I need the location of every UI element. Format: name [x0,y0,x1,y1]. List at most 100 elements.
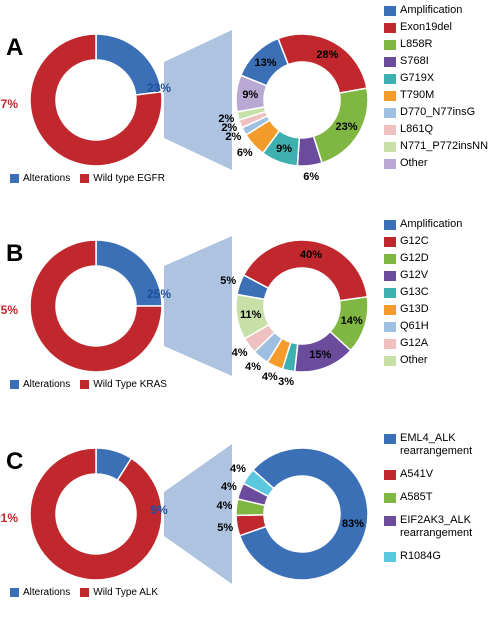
swatch-icon [384,254,396,264]
swatch-icon [384,552,396,562]
legend-text: R1084G [400,550,441,563]
swatch-icon [384,23,396,33]
legend-text: EIF2AK3_ALK rearrangement [400,514,472,540]
swatch-icon [384,108,396,118]
swatch-icon [384,305,396,315]
swatch-icon [384,339,396,349]
legend-B-item-1: G12C [384,235,462,248]
swatch-icon [384,356,396,366]
legend-text: Alterations [23,172,70,185]
swatch-icon [384,434,396,444]
right-donut-B-label-7: 4% [232,347,248,359]
legend-C-item-3: EIF2AK3_ALK rearrangement [384,514,472,540]
legend-text: G13D [400,303,429,316]
legend-text: Wild type EGFR [93,172,165,185]
mini-legend-C-item-1: Wild Type ALK [80,586,158,599]
figure-root: A23%77%AlterationsWild type EGFR13%28%23… [0,0,500,624]
right-donut-B-label-4: 3% [278,376,294,388]
left-donut-C-label-0: 9% [150,503,167,517]
swatch-icon [80,380,89,389]
swatch-icon [10,380,19,389]
legend-A-item-9: Other [384,157,488,170]
legend-C: EML4_ALK rearrangementA541VA585TEIF2AK3_… [384,432,472,563]
swatch-icon [384,516,396,526]
right-donut-B-label-5: 4% [262,371,278,383]
swatch-icon [384,74,396,84]
legend-C-item-4: R1084G [384,550,472,563]
right-donut-A-label-7: 2% [221,122,237,134]
swatch-icon [384,57,396,67]
legend-text: Exon19del [400,21,452,34]
legend-B-item-6: Q61H [384,320,462,333]
swatch-icon [384,271,396,281]
legend-text: A585T [400,491,432,504]
legend-text: D770_N77insG [400,106,475,119]
legend-text: EML4_ALK rearrangement [400,432,472,458]
legend-text: Amplification [400,218,462,231]
mini-legend-C-item-0: Alterations [10,586,70,599]
legend-text: G12C [400,235,429,248]
right-donut-A-label-8: 2% [218,113,234,125]
legend-A-item-5: T790M [384,89,488,102]
right-donut-C-label-2: 4% [216,500,232,512]
legend-text: Other [400,354,428,367]
swatch-icon [384,322,396,332]
legend-A-item-2: L858R [384,38,488,51]
legend-B-item-5: G13D [384,303,462,316]
legend-text: G719X [400,72,434,85]
swatch-icon [80,588,89,597]
legend-A-item-0: Amplification [384,4,488,17]
legend-text: N771_P772insNN [400,140,488,153]
right-donut-A-label-9: 9% [242,89,258,101]
legend-text: Alterations [23,586,70,599]
legend-text: S768I [400,55,429,68]
legend-C-item-2: A585T [384,491,472,504]
mini-legend-A-item-0: Alterations [10,172,70,185]
swatch-icon [384,220,396,230]
right-donut-A-label-3: 6% [303,171,319,183]
mini-legend-C: Alterations Wild Type ALK [10,586,158,599]
right-donut-B-label-6: 4% [245,361,261,373]
swatch-icon [384,493,396,503]
legend-A-item-8: N771_P772insNN [384,140,488,153]
swatch-icon [384,142,396,152]
right-donut-A-label-1: 28% [316,49,338,61]
legend-text: Wild Type ALK [93,586,158,599]
right-donut-C-label-4: 4% [230,463,246,475]
panel-label-C: C [6,448,23,476]
swatch-icon [384,6,396,16]
legend-B-item-7: G12A [384,337,462,350]
mini-legend-B-item-0: Alterations [10,378,70,391]
legend-text: G13C [400,286,429,299]
legend-B-item-3: G12V [384,269,462,282]
right-donut-A-label-4: 9% [276,143,292,155]
right-donut-B-label-2: 14% [341,315,363,327]
left-donut-A-label-0: 23% [147,81,171,95]
legend-text: G12A [400,337,428,350]
legend-C-item-0: EML4_ALK rearrangement [384,432,472,458]
panel-label-B: B [6,240,23,268]
legend-A-item-1: Exon19del [384,21,488,34]
legend-text: G12V [400,269,428,282]
swatch-icon [10,174,19,183]
swatch-icon [384,40,396,50]
right-donut-A-label-0: 13% [254,57,276,69]
right-donut-B-label-1: 40% [300,249,322,261]
left-donut-B-label-0: 25% [147,287,171,301]
left-donut-C-label-1: 91% [0,511,18,525]
mini-legend-A: Alterations Wild type EGFR [10,172,165,185]
legend-text: Other [400,157,428,170]
mini-legend-B: AlterationsWild Type KRAS [10,378,167,391]
right-donut-B-label-0: 5% [220,275,236,287]
left-donut-A-label-1: 77% [0,97,18,111]
right-donut-C-label-0: 83% [342,518,364,530]
legend-text: L858R [400,38,432,51]
legend-B-item-8: Other [384,354,462,367]
legend-text: G12D [400,252,429,265]
swatch-icon [384,91,396,101]
right-donut-A-label-6: 2% [225,131,241,143]
overlay-layer: A23%77%AlterationsWild type EGFR13%28%23… [0,0,500,624]
swatch-icon [384,237,396,247]
legend-text: T790M [400,89,434,102]
legend-A-item-7: L861Q [384,123,488,136]
